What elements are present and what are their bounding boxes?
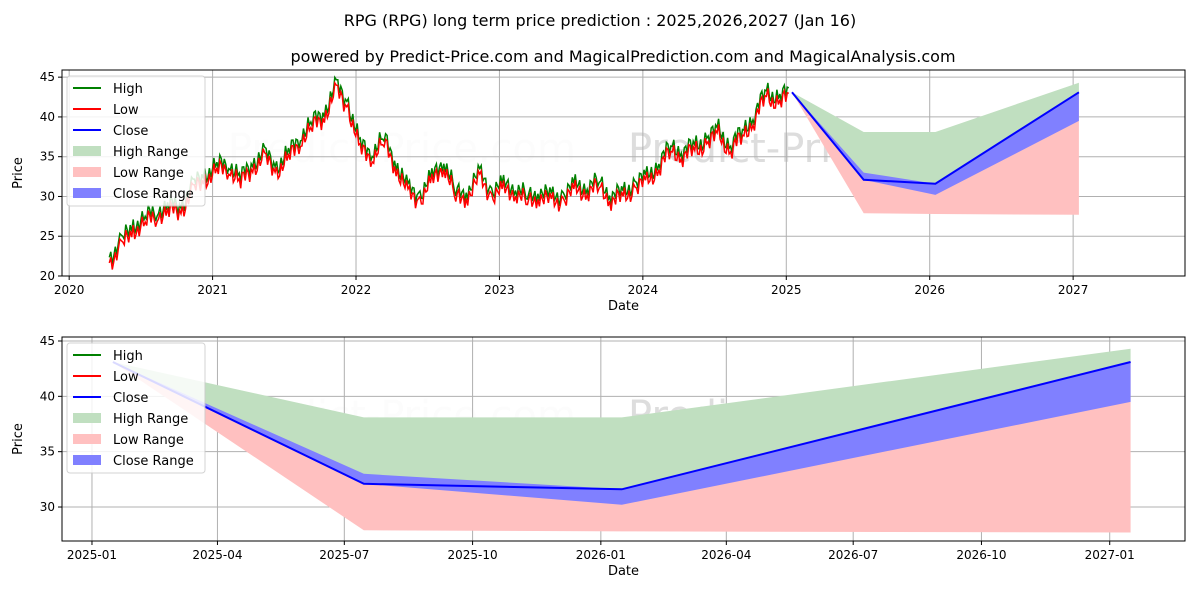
legend-swatch-close-range <box>73 188 101 198</box>
axes-frame <box>61 69 1186 277</box>
legend-swatch-low-range <box>73 434 101 444</box>
y-axis-label: Price <box>11 157 26 189</box>
y-tick-label: 20 <box>40 269 55 283</box>
x-tick-label: 2025-04 <box>192 548 242 562</box>
x-tick-label: 2026-04 <box>701 548 751 562</box>
close-forecast-line <box>112 361 1131 491</box>
x-tick-label: 2027-01 <box>1085 548 1135 562</box>
close-forecast-line <box>791 91 1080 185</box>
legend-label-high: High <box>113 82 143 97</box>
legend-swatch-high-range <box>73 413 101 423</box>
high-range-band <box>792 82 1079 184</box>
legend-box <box>66 342 206 474</box>
x-tick-label: 2026-07 <box>828 548 878 562</box>
legend-swatch-low-range <box>73 167 101 177</box>
legend-label-high: High <box>113 349 143 364</box>
y-tick-label: 25 <box>40 229 55 243</box>
bottom-panel: Predict-Price.comPredict-Price.com2025-0… <box>11 334 1186 579</box>
x-tick-label: 2025 <box>771 283 802 297</box>
legend-label-close-range: Close Range <box>113 454 194 469</box>
x-tick-label: 2027 <box>1058 283 1089 297</box>
y-tick-label: 30 <box>40 500 55 514</box>
legend-label-low-range: Low Range <box>113 433 184 448</box>
x-tick-label: 2025-10 <box>448 548 498 562</box>
legend: High Low Close High Range Low Range Close Ran… <box>66 75 206 207</box>
x-tick-label: 2024 <box>628 283 659 297</box>
chart-title: RPG (RPG) long term price prediction : 2… <box>344 11 856 30</box>
x-tick-label: 2025-07 <box>319 548 369 562</box>
legend-label-close-range: Close Range <box>113 187 194 202</box>
legend-label-low: Low <box>113 370 139 385</box>
axes-frame <box>61 336 1186 542</box>
legend-label-low: Low <box>113 103 139 118</box>
x-tick-label: 2026-10 <box>956 548 1006 562</box>
y-tick-label: 45 <box>40 70 55 84</box>
legend-label-high-range: High Range <box>113 145 188 160</box>
x-tick-label: 2026-01 <box>576 548 626 562</box>
x-tick-label: 2022 <box>341 283 372 297</box>
high-range-band <box>112 348 1131 490</box>
y-tick-label: 45 <box>40 334 55 348</box>
legend-swatch-high-range <box>73 146 101 156</box>
x-tick-label: 2020 <box>54 283 85 297</box>
chart-subtitle: powered by Predict-Price.com and Magical… <box>290 47 955 66</box>
x-axis-label: Date <box>608 564 639 579</box>
y-tick-label: 30 <box>40 189 55 203</box>
close-range-band <box>112 362 1131 505</box>
y-tick-label: 35 <box>40 150 55 164</box>
low-range-band <box>112 362 1131 533</box>
high-history-line <box>108 75 790 265</box>
legend-swatch-close-range <box>73 455 101 465</box>
legend-label-close: Close <box>113 391 148 406</box>
close-range-band <box>792 92 1079 195</box>
legend-label-high-range: High Range <box>113 412 188 427</box>
low-range-band <box>792 92 1079 215</box>
x-axis-label: Date <box>608 299 639 314</box>
y-tick-label: 35 <box>40 445 55 459</box>
legend: High Low Close High Range Low Range Close Ran… <box>66 342 206 474</box>
legend-box <box>66 75 206 207</box>
y-axis-label: Price <box>11 423 26 455</box>
x-tick-label: 2026 <box>914 283 945 297</box>
x-tick-label: 2021 <box>197 283 228 297</box>
low-history-line <box>108 80 790 270</box>
legend-label-close: Close <box>113 124 148 139</box>
y-tick-label: 40 <box>40 389 55 403</box>
x-tick-label: 2023 <box>484 283 515 297</box>
x-tick-label: 2025-01 <box>67 548 117 562</box>
legend-label-low-range: Low Range <box>113 166 184 181</box>
y-tick-label: 40 <box>40 110 55 124</box>
